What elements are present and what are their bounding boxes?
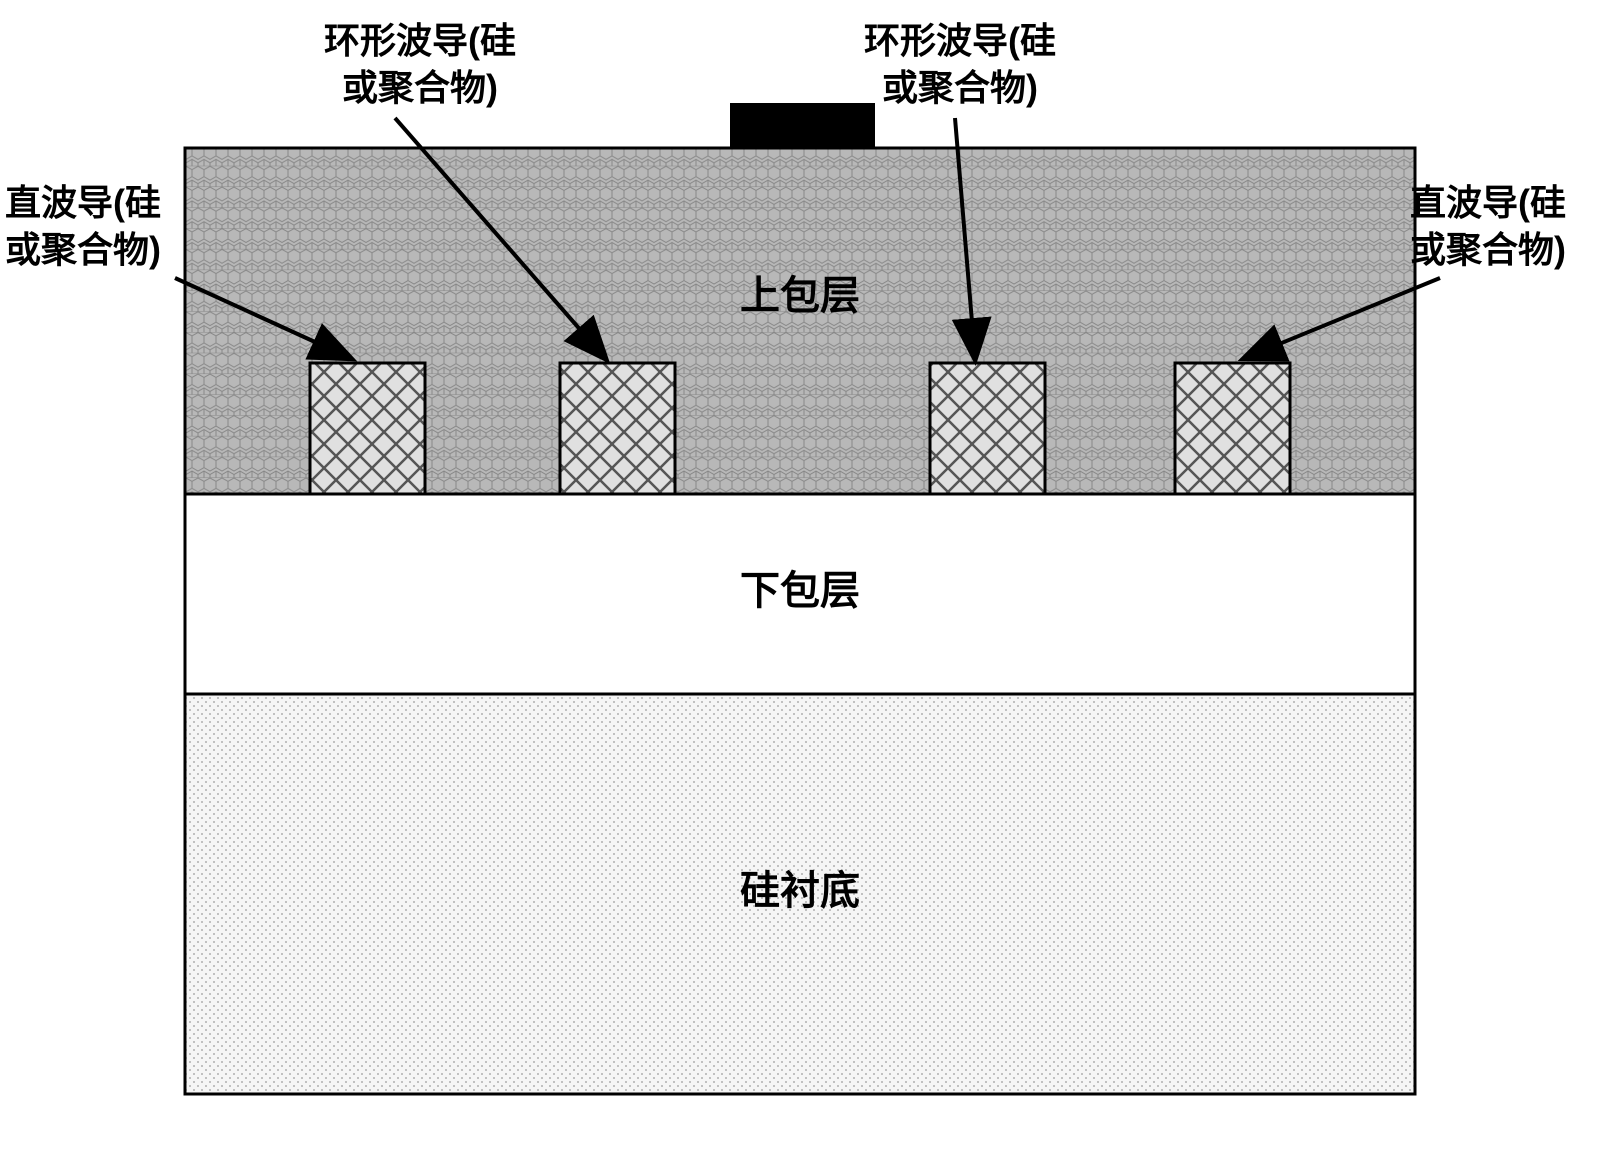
- label-ring-left: 环形波导(硅 或聚合物): [280, 18, 560, 112]
- label-lower-cladding: 下包层: [700, 565, 900, 617]
- label-straight-left: 直波导(硅 或聚合物): [5, 180, 205, 274]
- label-ring-right: 环形波导(硅 或聚合物): [820, 18, 1100, 112]
- waveguide-2: [560, 363, 675, 494]
- label-straight-right: 直波导(硅 或聚合物): [1410, 180, 1604, 274]
- waveguide-4: [1175, 363, 1290, 494]
- waveguide-1: [310, 363, 425, 494]
- label-substrate: 硅衬底: [700, 865, 900, 917]
- waveguide-3: [930, 363, 1045, 494]
- diagram-container: 环形波导(硅 或聚合物) 环形波导(硅 或聚合物) 直波导(硅 或聚合物) 直波…: [0, 0, 1604, 1157]
- label-upper-cladding: 上包层: [700, 270, 900, 322]
